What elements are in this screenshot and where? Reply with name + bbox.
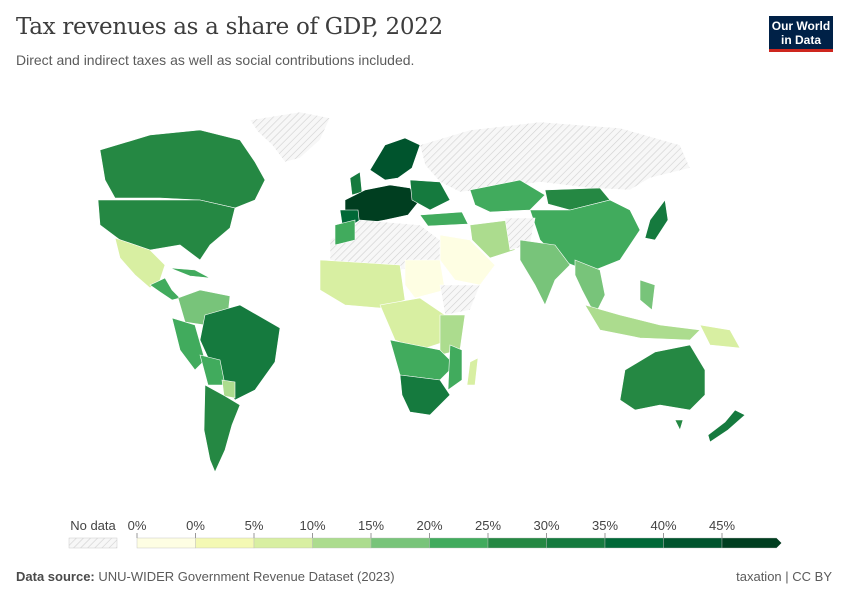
legend-tick-label: 15% bbox=[358, 518, 384, 533]
chart-subtitle: Direct and indirect taxes as well as soc… bbox=[16, 52, 415, 68]
legend-bin[interactable] bbox=[429, 537, 489, 549]
region-argentina-chile[interactable] bbox=[203, 384, 241, 473]
source-label: Data source: bbox=[16, 569, 95, 584]
legend-tick-label: 25% bbox=[475, 518, 501, 533]
legend-tick-label: 0% bbox=[128, 518, 147, 533]
region-philippines[interactable] bbox=[639, 279, 656, 311]
legend-bin[interactable] bbox=[370, 537, 430, 549]
region-mozambique[interactable] bbox=[447, 344, 463, 391]
region-canada[interactable] bbox=[99, 129, 266, 209]
legend-bin[interactable] bbox=[312, 537, 372, 549]
region-morocco[interactable] bbox=[334, 219, 356, 246]
owid-logo[interactable]: Our World in Data bbox=[769, 16, 833, 52]
region-paraguay[interactable] bbox=[221, 379, 236, 399]
region-india[interactable] bbox=[519, 239, 571, 306]
chart-title: Tax revenues as a share of GDP, 2022 bbox=[16, 14, 443, 40]
legend-bin[interactable] bbox=[546, 537, 606, 549]
region-caribbean[interactable] bbox=[169, 267, 211, 279]
region-australia[interactable] bbox=[619, 344, 706, 411]
legend-bin[interactable] bbox=[604, 537, 664, 549]
legend-tick-label: 30% bbox=[533, 518, 559, 533]
region-nordics[interactable] bbox=[369, 137, 421, 181]
region-sudan[interactable] bbox=[404, 259, 446, 299]
region-horn-of-africa[interactable] bbox=[439, 284, 481, 316]
legend-bin[interactable] bbox=[663, 537, 723, 549]
legend-bin[interactable] bbox=[721, 537, 782, 549]
legend-tick-label: 40% bbox=[650, 518, 676, 533]
region-angola-zambia[interactable] bbox=[389, 339, 456, 381]
legend-bin[interactable] bbox=[253, 537, 313, 549]
legend-bin[interactable] bbox=[195, 537, 255, 549]
region-eastern-europe[interactable] bbox=[409, 179, 451, 211]
region-turkey[interactable] bbox=[419, 211, 469, 227]
source-text[interactable]: UNU-WIDER Government Revenue Dataset (20… bbox=[98, 569, 395, 584]
region-brazil[interactable] bbox=[199, 304, 281, 401]
region-new-zealand[interactable] bbox=[707, 409, 746, 443]
legend-no-data-label: No data bbox=[70, 518, 116, 533]
source-note: Data source: UNU-WIDER Government Revenu… bbox=[16, 569, 395, 584]
region-greenland[interactable] bbox=[249, 111, 331, 163]
region-peru-ecuador[interactable] bbox=[171, 317, 206, 371]
region-tasmania[interactable] bbox=[674, 419, 684, 431]
region-west-africa[interactable] bbox=[319, 259, 406, 309]
region-russia[interactable] bbox=[419, 121, 691, 193]
legend-tick-label: 20% bbox=[416, 518, 442, 533]
region-madagascar[interactable] bbox=[466, 357, 479, 386]
region-japan[interactable] bbox=[644, 199, 669, 241]
region-iran[interactable] bbox=[469, 219, 516, 259]
legend-tick-label: 10% bbox=[299, 518, 325, 533]
license-text[interactable]: taxation | CC BY bbox=[736, 569, 832, 584]
legend: No data 0% 0% 5% 10% 15% 20% 25% 30% 35% 40% 45% bbox=[0, 515, 850, 560]
legend-tick-label: 45% bbox=[709, 518, 735, 533]
region-usa[interactable] bbox=[97, 199, 236, 261]
legend-bin[interactable] bbox=[136, 537, 196, 549]
legend-no-data-swatch bbox=[68, 537, 118, 549]
region-png[interactable] bbox=[699, 324, 741, 349]
region-uk[interactable] bbox=[349, 171, 363, 196]
logo-line-2: in Data bbox=[780, 33, 821, 47]
region-southern-africa[interactable] bbox=[399, 374, 451, 416]
legend-tick-label: 5% bbox=[245, 518, 264, 533]
logo-line-1: Our World bbox=[771, 19, 831, 33]
legend-bin[interactable] bbox=[487, 537, 547, 549]
region-indonesia[interactable] bbox=[584, 304, 701, 341]
legend-tick-label: 35% bbox=[592, 518, 618, 533]
world-map bbox=[97, 111, 746, 473]
legend-tick-label: 0% bbox=[186, 518, 205, 533]
